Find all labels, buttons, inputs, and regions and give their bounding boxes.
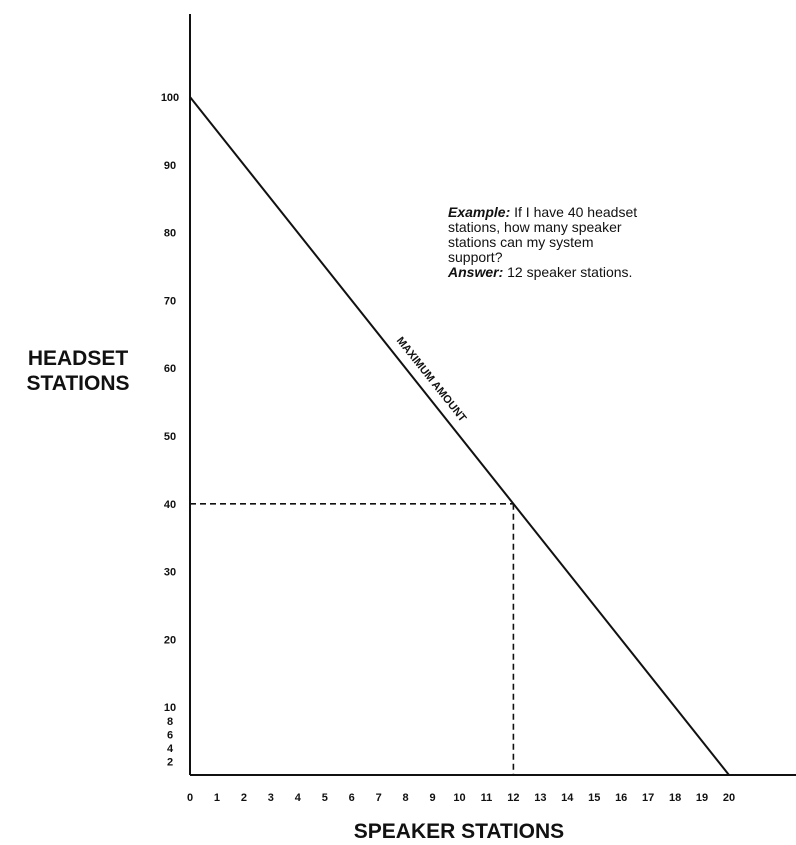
x-tick-label: 6 <box>349 792 355 804</box>
x-tick-label: 19 <box>696 792 708 804</box>
y-tick-label: 80 <box>164 228 176 240</box>
y-tick-label: 30 <box>164 567 176 579</box>
y-tick-labels: 24 68 10 20 30 40 50 60 70 80 90 100 <box>161 92 179 768</box>
x-tick-label: 15 <box>588 792 600 804</box>
y-tick-label: 90 <box>164 160 176 172</box>
y-tick-label: 100 <box>161 92 179 104</box>
x-tick-label: 7 <box>376 792 382 804</box>
x-tick-label: 14 <box>561 792 574 804</box>
example-annotation: Example: If I have 40 headset stations, … <box>448 205 648 280</box>
x-tick-label: 3 <box>268 792 274 804</box>
x-tick-label: 12 <box>507 792 519 804</box>
x-tick-label: 9 <box>429 792 435 804</box>
x-tick-label: 8 <box>403 792 409 804</box>
answer-label: Answer: <box>448 264 504 280</box>
x-tick-label: 11 <box>481 792 493 804</box>
y-tick-label: 50 <box>164 431 176 443</box>
y-axis-title-line2: STATIONS <box>26 372 129 395</box>
y-tick-label: 70 <box>164 295 176 307</box>
y-axis-title-line1: HEADSET <box>28 347 129 370</box>
y-tick-label: 60 <box>164 363 176 375</box>
x-tick-label: 16 <box>615 792 627 804</box>
y-tick-label: 2 <box>167 756 173 768</box>
x-tick-label: 20 <box>723 792 735 804</box>
y-tick-label: 40 <box>164 499 176 511</box>
answer-text: 12 speaker stations. <box>503 264 633 280</box>
example-text: If I have 40 headset stations, how many … <box>448 204 638 265</box>
x-tick-label: 1 <box>214 792 220 804</box>
y-tick-label: 8 <box>167 716 173 728</box>
reference-lines <box>190 502 515 775</box>
series-layer: MAXIMUM AMOUNT <box>189 96 730 776</box>
y-tick-label: 20 <box>164 634 176 646</box>
x-tick-labels: 0 1 2 3 4 5 6 7 8 9 10 11 12 13 14 15 16 17 18 19 20 <box>187 792 735 804</box>
x-tick-label: 18 <box>669 792 681 804</box>
series-label: MAXIMUM AMOUNT <box>394 335 469 425</box>
x-tick-label: 5 <box>322 792 328 804</box>
x-tick-label: 13 <box>534 792 546 804</box>
y-tick-label: 6 <box>167 729 173 741</box>
x-tick-label: 2 <box>241 792 247 804</box>
x-tick-label: 17 <box>642 792 654 804</box>
y-tick-label: 10 <box>164 702 176 714</box>
x-tick-label: 4 <box>295 792 302 804</box>
x-tick-label: 10 <box>453 792 465 804</box>
y-tick-label: 4 <box>167 743 174 755</box>
x-tick-label: 0 <box>187 792 193 804</box>
x-axis-title: SPEAKER STATIONS <box>354 820 564 843</box>
series-line <box>189 96 730 776</box>
example-label: Example: <box>448 204 511 220</box>
